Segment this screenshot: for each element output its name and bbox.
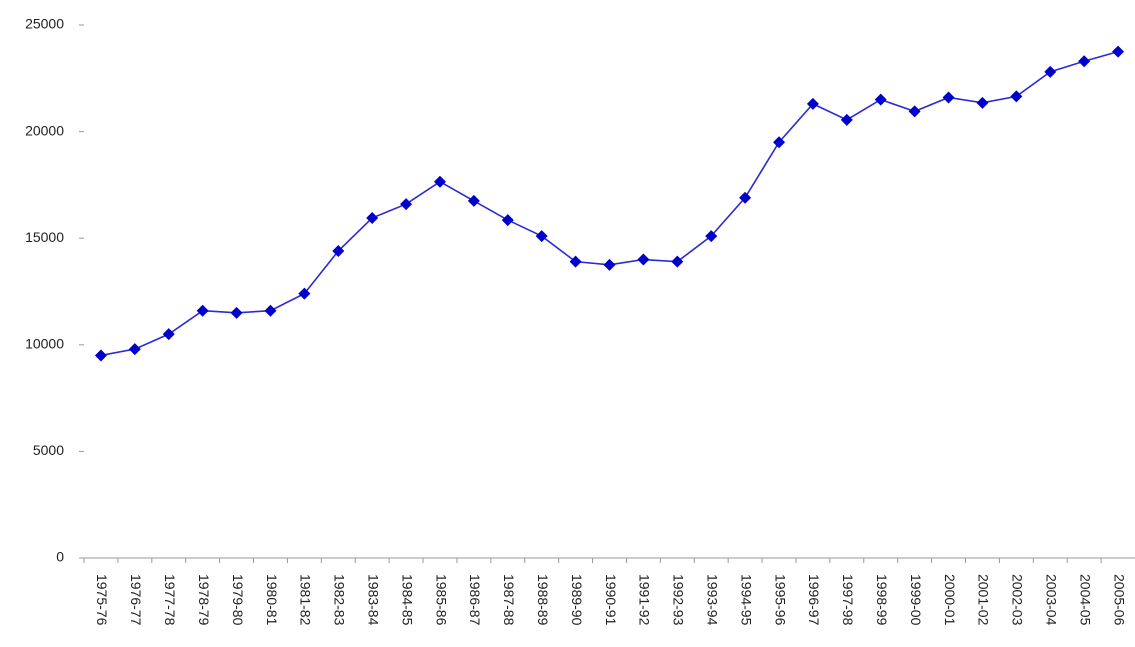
x-tick-label: 1987-88 [501, 574, 517, 626]
x-tick-label: 1982-83 [332, 574, 348, 626]
x-tick-label: 1979-80 [230, 574, 246, 626]
marker [569, 255, 582, 268]
x-tick-label: 1981-82 [298, 574, 314, 626]
marker [230, 306, 243, 319]
x-tick-label: 1978-79 [196, 574, 212, 626]
marker [705, 230, 718, 243]
x-tick-label: 1986-87 [467, 574, 483, 626]
y-tick-label: 5000 [33, 442, 64, 458]
marker [603, 258, 616, 271]
marker [942, 91, 955, 104]
x-tick-label: 1977-78 [162, 574, 178, 626]
y-tick-label: 10000 [25, 336, 64, 352]
marker [1078, 55, 1091, 68]
y-tick-label: 15000 [25, 229, 64, 245]
marker [976, 96, 989, 109]
marker [264, 304, 277, 317]
x-tick-label: 1992-93 [671, 574, 687, 626]
marker [671, 255, 684, 268]
marker [840, 113, 853, 126]
x-tick-label: 2003-04 [1044, 574, 1060, 626]
x-tick-label: 1991-92 [637, 574, 653, 626]
marker [467, 194, 480, 207]
x-tick-label: 1988-89 [535, 574, 551, 626]
x-tick-label: 1996-97 [806, 574, 822, 626]
y-tick-label: 20000 [25, 122, 64, 138]
x-tick-label: 1999-00 [908, 574, 924, 626]
x-tick-label: 1975-76 [94, 574, 110, 626]
x-tick-label: 1984-85 [399, 574, 415, 626]
marker [773, 136, 786, 149]
marker [908, 105, 921, 118]
marker [501, 214, 514, 227]
x-tick-label: 1985-86 [433, 574, 449, 626]
x-tick-label: 1998-99 [874, 574, 890, 626]
marker [806, 97, 819, 110]
marker [874, 93, 887, 106]
marker [128, 343, 141, 356]
marker [433, 175, 446, 188]
x-tick-label: 2004-05 [1077, 574, 1093, 626]
x-tick-label: 1976-77 [128, 574, 144, 626]
x-tick-label: 1994-95 [738, 574, 754, 626]
marker [1010, 90, 1023, 103]
marker [196, 304, 209, 317]
x-tick-label: 2005-06 [1111, 574, 1127, 626]
x-tick-label: 2001-02 [976, 574, 992, 626]
marker [1112, 45, 1125, 58]
marker [400, 198, 413, 211]
x-tick-label: 1989-90 [569, 574, 585, 626]
marker [162, 328, 175, 341]
x-tick-label: 1995-96 [772, 574, 788, 626]
line [100, 50, 1119, 357]
x-tick-label: 1980-81 [264, 574, 280, 626]
marker [332, 244, 345, 257]
marker [298, 287, 311, 300]
x-tick-label: 1983-84 [365, 574, 381, 626]
x-tick-label: 1990-91 [603, 574, 619, 626]
x-tick-label: 2002-03 [1010, 574, 1026, 626]
marker [1044, 65, 1057, 78]
marker [739, 191, 752, 204]
x-tick-label: 1997-98 [840, 574, 856, 626]
x-tick-label: 1993-94 [705, 574, 721, 626]
x-tick-label: 2000-01 [942, 574, 958, 626]
marker [637, 253, 650, 266]
marker [366, 211, 379, 224]
marker [535, 230, 548, 243]
marker [94, 349, 107, 362]
y-tick-label: 25000 [25, 16, 64, 32]
y-tick-label: 0 [56, 549, 64, 565]
